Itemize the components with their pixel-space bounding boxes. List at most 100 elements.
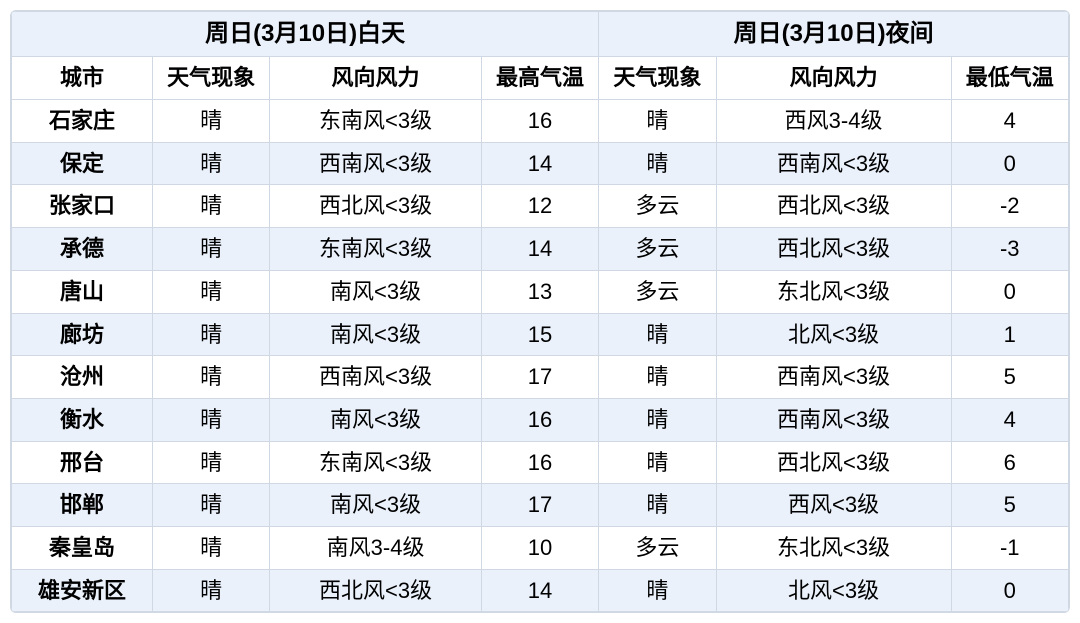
cell-day-wind: 东南风<3级: [270, 228, 481, 271]
cell-day-high: 17: [481, 484, 598, 527]
cell-day-high: 16: [481, 100, 598, 143]
table-top-header-row: 周日(3月10日)白天 周日(3月10日)夜间: [12, 12, 1069, 57]
cell-night-low: 6: [951, 441, 1068, 484]
cell-night-low: 5: [951, 484, 1068, 527]
cell-city: 廊坊: [12, 313, 153, 356]
cell-day-high: 14: [481, 142, 598, 185]
col-night-low: 最低气温: [951, 57, 1068, 100]
cell-day-wind: 西北风<3级: [270, 569, 481, 612]
table-row: 邯郸晴南风<3级17晴西风<3级5: [12, 484, 1069, 527]
cell-day-high: 10: [481, 526, 598, 569]
cell-night-weather: 晴: [599, 356, 716, 399]
cell-day-weather: 晴: [152, 185, 269, 228]
weather-table-container: 周日(3月10日)白天 周日(3月10日)夜间 城市 天气现象 风向风力 最高气…: [10, 10, 1070, 613]
cell-city: 秦皇岛: [12, 526, 153, 569]
table-row: 张家口晴西北风<3级12多云西北风<3级-2: [12, 185, 1069, 228]
table-row: 衡水晴南风<3级16晴西南风<3级4: [12, 398, 1069, 441]
cell-city: 雄安新区: [12, 569, 153, 612]
cell-night-low: -2: [951, 185, 1068, 228]
table-row: 邢台晴东南风<3级16晴西北风<3级6: [12, 441, 1069, 484]
cell-day-wind: 南风<3级: [270, 313, 481, 356]
cell-day-weather: 晴: [152, 270, 269, 313]
table-row: 石家庄晴东南风<3级16晴西风3-4级4: [12, 100, 1069, 143]
cell-city: 张家口: [12, 185, 153, 228]
cell-day-weather: 晴: [152, 441, 269, 484]
cell-city: 沧州: [12, 356, 153, 399]
cell-city: 石家庄: [12, 100, 153, 143]
cell-city: 邯郸: [12, 484, 153, 527]
cell-day-weather: 晴: [152, 313, 269, 356]
cell-city: 唐山: [12, 270, 153, 313]
cell-day-wind: 西北风<3级: [270, 185, 481, 228]
cell-day-wind: 西南风<3级: [270, 142, 481, 185]
table-sub-header-row: 城市 天气现象 风向风力 最高气温 天气现象 风向风力 最低气温: [12, 57, 1069, 100]
cell-day-wind: 南风<3级: [270, 398, 481, 441]
col-day-wind: 风向风力: [270, 57, 481, 100]
cell-night-weather: 晴: [599, 484, 716, 527]
cell-night-weather: 晴: [599, 398, 716, 441]
cell-night-weather: 多云: [599, 185, 716, 228]
cell-night-low: 4: [951, 100, 1068, 143]
cell-night-weather: 多云: [599, 526, 716, 569]
cell-city: 邢台: [12, 441, 153, 484]
cell-day-weather: 晴: [152, 569, 269, 612]
cell-night-wind: 东北风<3级: [716, 270, 951, 313]
cell-night-wind: 西北风<3级: [716, 228, 951, 271]
cell-night-low: 0: [951, 270, 1068, 313]
cell-night-wind: 西北风<3级: [716, 185, 951, 228]
cell-night-wind: 北风<3级: [716, 569, 951, 612]
table-row: 保定晴西南风<3级14晴西南风<3级0: [12, 142, 1069, 185]
cell-night-weather: 晴: [599, 142, 716, 185]
cell-day-wind: 东南风<3级: [270, 100, 481, 143]
cell-day-wind: 南风3-4级: [270, 526, 481, 569]
day-section-header: 周日(3月10日)白天: [12, 12, 599, 57]
cell-day-wind: 东南风<3级: [270, 441, 481, 484]
table-body: 石家庄晴东南风<3级16晴西风3-4级4保定晴西南风<3级14晴西南风<3级0张…: [12, 100, 1069, 612]
cell-night-weather: 多云: [599, 228, 716, 271]
cell-city: 衡水: [12, 398, 153, 441]
cell-night-wind: 西北风<3级: [716, 441, 951, 484]
col-night-weather: 天气现象: [599, 57, 716, 100]
cell-night-weather: 晴: [599, 313, 716, 356]
cell-night-wind: 北风<3级: [716, 313, 951, 356]
cell-day-wind: 南风<3级: [270, 484, 481, 527]
cell-day-weather: 晴: [152, 398, 269, 441]
table-row: 雄安新区晴西北风<3级14晴北风<3级0: [12, 569, 1069, 612]
cell-day-high: 16: [481, 398, 598, 441]
cell-night-wind: 西南风<3级: [716, 142, 951, 185]
cell-night-low: 5: [951, 356, 1068, 399]
cell-day-wind: 南风<3级: [270, 270, 481, 313]
cell-city: 保定: [12, 142, 153, 185]
cell-night-low: 0: [951, 569, 1068, 612]
cell-night-wind: 西风3-4级: [716, 100, 951, 143]
night-section-header: 周日(3月10日)夜间: [599, 12, 1069, 57]
cell-night-weather: 晴: [599, 569, 716, 612]
col-day-high: 最高气温: [481, 57, 598, 100]
col-day-weather: 天气现象: [152, 57, 269, 100]
cell-night-low: 0: [951, 142, 1068, 185]
cell-city: 承德: [12, 228, 153, 271]
table-row: 唐山晴南风<3级13多云东北风<3级0: [12, 270, 1069, 313]
cell-night-wind: 东北风<3级: [716, 526, 951, 569]
col-night-wind: 风向风力: [716, 57, 951, 100]
table-row: 承德晴东南风<3级14多云西北风<3级-3: [12, 228, 1069, 271]
cell-day-high: 13: [481, 270, 598, 313]
cell-day-high: 14: [481, 228, 598, 271]
col-city: 城市: [12, 57, 153, 100]
table-row: 沧州晴西南风<3级17晴西南风<3级5: [12, 356, 1069, 399]
cell-day-weather: 晴: [152, 526, 269, 569]
cell-day-weather: 晴: [152, 484, 269, 527]
cell-night-wind: 西南风<3级: [716, 398, 951, 441]
table-row: 秦皇岛晴南风3-4级10多云东北风<3级-1: [12, 526, 1069, 569]
weather-table: 周日(3月10日)白天 周日(3月10日)夜间 城市 天气现象 风向风力 最高气…: [11, 11, 1069, 612]
cell-night-wind: 西风<3级: [716, 484, 951, 527]
cell-night-low: -1: [951, 526, 1068, 569]
cell-day-high: 14: [481, 569, 598, 612]
cell-night-low: -3: [951, 228, 1068, 271]
cell-night-low: 4: [951, 398, 1068, 441]
cell-night-weather: 多云: [599, 270, 716, 313]
cell-day-high: 12: [481, 185, 598, 228]
cell-day-high: 15: [481, 313, 598, 356]
cell-day-weather: 晴: [152, 356, 269, 399]
cell-day-weather: 晴: [152, 142, 269, 185]
